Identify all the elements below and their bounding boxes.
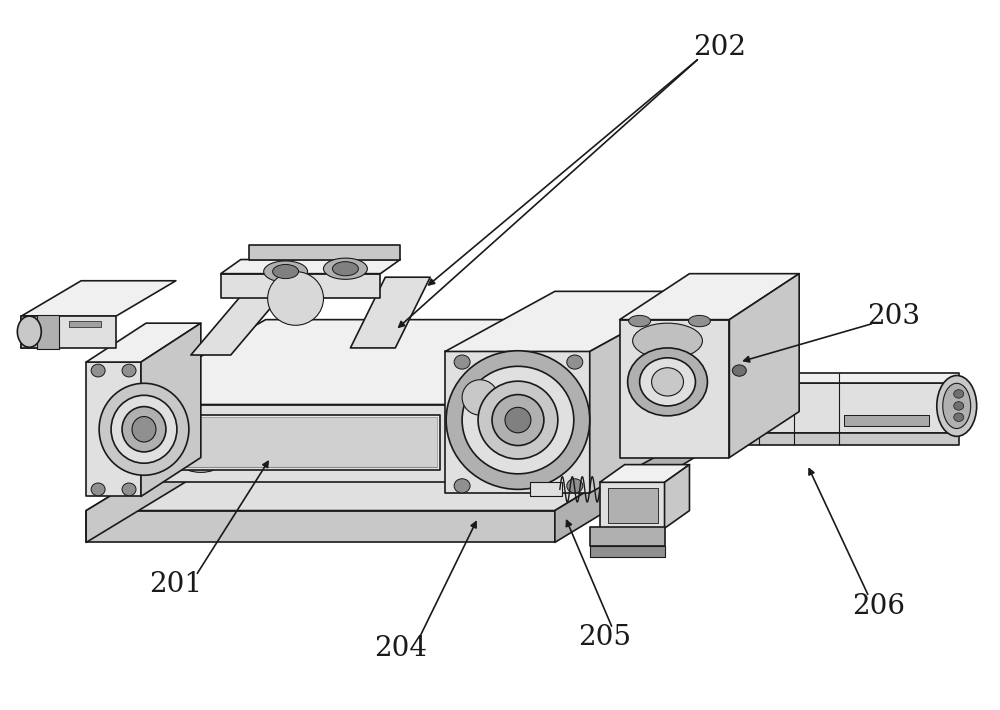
Ellipse shape [567, 355, 583, 369]
Ellipse shape [478, 381, 558, 459]
Ellipse shape [264, 261, 308, 282]
Polygon shape [221, 260, 400, 273]
Polygon shape [21, 316, 41, 348]
Ellipse shape [323, 258, 367, 279]
Polygon shape [151, 415, 440, 469]
Polygon shape [21, 316, 116, 348]
Ellipse shape [111, 395, 177, 463]
Ellipse shape [462, 380, 498, 415]
Polygon shape [620, 320, 729, 457]
Ellipse shape [492, 395, 544, 445]
Ellipse shape [122, 364, 136, 377]
Polygon shape [37, 315, 59, 349]
Polygon shape [665, 464, 689, 528]
Ellipse shape [132, 417, 156, 442]
Ellipse shape [628, 348, 707, 416]
Ellipse shape [17, 316, 41, 347]
Polygon shape [86, 405, 261, 542]
Ellipse shape [462, 366, 574, 474]
Ellipse shape [482, 425, 518, 441]
Ellipse shape [567, 479, 583, 493]
Ellipse shape [454, 479, 470, 493]
Text: 205: 205 [578, 624, 631, 651]
Text: 201: 201 [149, 572, 202, 599]
Polygon shape [844, 415, 929, 426]
Ellipse shape [505, 408, 531, 433]
Ellipse shape [268, 271, 323, 325]
Ellipse shape [954, 413, 964, 422]
Polygon shape [141, 323, 201, 496]
Polygon shape [154, 417, 437, 467]
Ellipse shape [732, 365, 746, 376]
Ellipse shape [332, 262, 358, 275]
Polygon shape [86, 405, 729, 510]
Polygon shape [116, 405, 490, 482]
Polygon shape [490, 320, 640, 482]
Polygon shape [590, 527, 665, 546]
Ellipse shape [633, 323, 702, 359]
Ellipse shape [122, 407, 166, 452]
Ellipse shape [99, 383, 189, 475]
Ellipse shape [183, 457, 219, 472]
Text: 206: 206 [852, 593, 905, 620]
Polygon shape [729, 433, 959, 445]
Ellipse shape [954, 402, 964, 410]
Ellipse shape [122, 483, 136, 496]
Polygon shape [86, 362, 141, 496]
Polygon shape [221, 273, 380, 298]
Ellipse shape [652, 368, 683, 396]
Polygon shape [445, 351, 590, 493]
Ellipse shape [273, 265, 299, 278]
Ellipse shape [446, 351, 590, 489]
Polygon shape [445, 291, 699, 351]
Ellipse shape [640, 358, 695, 406]
Polygon shape [729, 383, 959, 433]
Polygon shape [555, 405, 729, 542]
Ellipse shape [954, 390, 964, 398]
Ellipse shape [602, 413, 638, 428]
Polygon shape [249, 246, 400, 260]
Text: 202: 202 [693, 34, 746, 61]
Text: 203: 203 [867, 302, 920, 329]
Polygon shape [590, 291, 699, 493]
Polygon shape [350, 277, 430, 348]
Polygon shape [69, 321, 101, 327]
Polygon shape [21, 280, 176, 316]
Ellipse shape [91, 364, 105, 377]
Polygon shape [86, 510, 555, 542]
Ellipse shape [146, 471, 166, 481]
Ellipse shape [937, 376, 977, 437]
Polygon shape [86, 323, 201, 362]
Polygon shape [600, 464, 689, 482]
Ellipse shape [688, 315, 710, 327]
Polygon shape [729, 373, 959, 383]
Ellipse shape [454, 355, 470, 369]
Polygon shape [600, 482, 665, 528]
Ellipse shape [91, 483, 105, 496]
Polygon shape [729, 273, 799, 457]
Polygon shape [608, 488, 658, 523]
Text: 204: 204 [374, 635, 427, 662]
Ellipse shape [943, 383, 971, 429]
Ellipse shape [629, 315, 651, 327]
Polygon shape [590, 546, 665, 557]
Ellipse shape [332, 439, 368, 454]
Polygon shape [116, 320, 640, 405]
Polygon shape [191, 284, 291, 355]
Polygon shape [530, 482, 562, 496]
Polygon shape [620, 273, 799, 320]
Ellipse shape [470, 471, 490, 481]
